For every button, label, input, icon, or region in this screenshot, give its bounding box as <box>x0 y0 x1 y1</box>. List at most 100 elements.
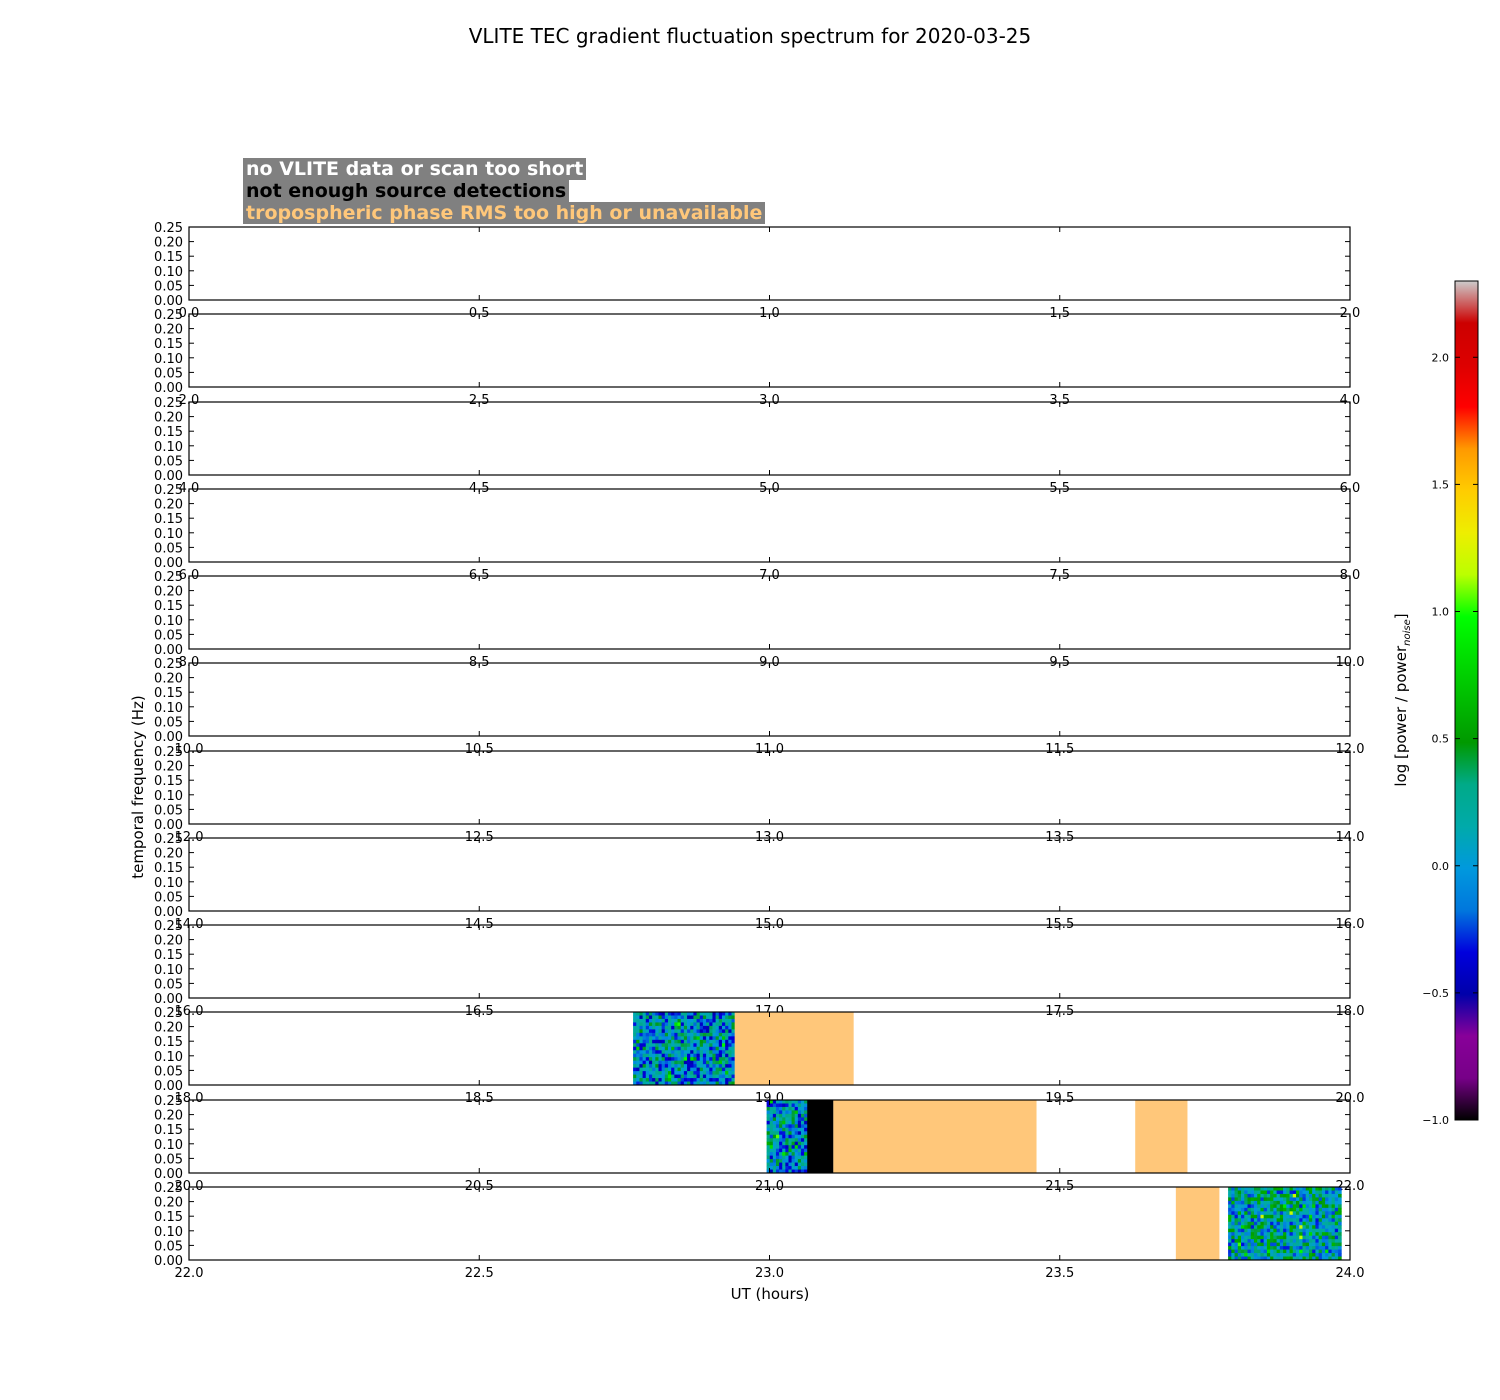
spectrum-cell <box>1289 1228 1294 1233</box>
spectrum-cell <box>1247 1246 1252 1250</box>
spectrum-cell <box>639 1050 643 1055</box>
spectrum-cell <box>658 1060 663 1065</box>
spectrum-cell <box>712 1067 717 1072</box>
spectrum-cell <box>706 1053 710 1058</box>
spectrum-cell <box>1270 1204 1274 1209</box>
spectrum-cell <box>1328 1242 1332 1247</box>
spectrum-cell <box>1338 1193 1342 1198</box>
spectrum-cell <box>1325 1256 1329 1261</box>
spectrum-cell <box>1237 1249 1242 1254</box>
tropo-rms-block <box>1175 1187 1220 1260</box>
spectrum-cell <box>779 1120 783 1125</box>
spectrum-cell <box>671 1053 675 1058</box>
spectrum-cell <box>655 1043 659 1048</box>
spectrum-cell <box>1257 1204 1261 1209</box>
y-tick-label: 0.25 <box>154 1094 183 1109</box>
spectrum-cell <box>788 1103 793 1108</box>
spectrum-cell <box>699 1025 704 1030</box>
spectrum-cell <box>680 1067 685 1072</box>
spectrum-cell <box>1241 1239 1245 1244</box>
spectrum-cell <box>658 1036 663 1041</box>
spectrum-cell <box>655 1046 659 1051</box>
spectrum-cell <box>1296 1207 1300 1212</box>
spectrum-cell <box>709 1081 713 1086</box>
spectrum-cell <box>636 1064 640 1069</box>
x-tick-label: 10.5 <box>465 742 494 757</box>
spectrum-cell <box>1283 1221 1287 1226</box>
spectrum-cell <box>1283 1253 1287 1257</box>
y-tick-label: 0.20 <box>154 411 183 426</box>
spectrum-cell <box>1250 1221 1255 1226</box>
spectrum-cell <box>721 1078 726 1082</box>
spectrum-cell <box>1241 1232 1245 1237</box>
spectrum-cell <box>664 1012 669 1016</box>
spectrum-cell <box>1308 1207 1313 1212</box>
spectrum-cell <box>709 1046 713 1051</box>
spectrum-cell <box>683 1078 688 1082</box>
spectrum-cell <box>1338 1218 1342 1223</box>
spectrum-cell <box>1247 1214 1252 1219</box>
spectrum-cell <box>633 1057 637 1062</box>
y-tick-label: 0.00 <box>154 905 183 920</box>
spectrum-cell <box>1325 1253 1329 1257</box>
spectrum-cell <box>712 1071 717 1075</box>
spectrum-cell <box>1292 1197 1297 1202</box>
spectrum-cell <box>696 1018 701 1023</box>
spectrum-cell <box>1241 1228 1245 1233</box>
spectrum-cell <box>772 1124 777 1129</box>
tropo-rms-block <box>1135 1100 1188 1173</box>
spectrum-cell <box>699 1029 704 1034</box>
y-tick-label: 0.15 <box>154 599 183 614</box>
spectrum-cell <box>709 1036 713 1041</box>
spectrum-cell <box>680 1018 685 1023</box>
spectrum-cell <box>1286 1225 1290 1230</box>
spectrum-cell <box>1270 1242 1274 1247</box>
spectrum-cell <box>709 1057 713 1062</box>
spectrum-cell <box>655 1064 659 1069</box>
spectrum-cell <box>1244 1207 1248 1212</box>
spectrum-cell <box>1231 1197 1235 1202</box>
spectrum-cell <box>1292 1249 1297 1254</box>
spectrum-cell <box>1250 1232 1255 1237</box>
spectrum-cell <box>779 1166 783 1170</box>
spectrum-cell <box>1334 1221 1339 1226</box>
spectrum-cell <box>683 1050 688 1055</box>
spectrum-cell <box>1266 1246 1271 1250</box>
spectrum-cell <box>636 1067 640 1072</box>
spectrum-cell <box>1276 1190 1281 1195</box>
spectrum-cell <box>1312 1249 1316 1254</box>
spectrum-cell <box>1270 1197 1274 1202</box>
spectrum-cell <box>658 1039 663 1044</box>
spectrum-cell <box>690 1057 694 1062</box>
spectrum-cell <box>668 1018 672 1023</box>
spectrum-cell <box>671 1081 675 1086</box>
spectrum-cell <box>1234 1197 1239 1202</box>
spectrum-cell <box>1263 1235 1268 1240</box>
y-tick-label: 0.10 <box>154 701 183 716</box>
spectrum-cell <box>1266 1197 1271 1202</box>
spectrum-cell <box>804 1110 808 1115</box>
spectrum-cell <box>779 1152 783 1157</box>
x-tick-label: 24.0 <box>1336 1266 1365 1281</box>
spectrum-cell <box>1241 1211 1245 1216</box>
spectrum-cell <box>779 1162 783 1167</box>
spectrum-cell <box>683 1081 688 1086</box>
spectrum-cell <box>1334 1253 1339 1257</box>
spectrum-cell <box>699 1064 704 1069</box>
spectrum-cell <box>1331 1218 1336 1223</box>
spectrum-cell <box>1241 1242 1245 1247</box>
spectrum-cell <box>1292 1207 1297 1212</box>
spectrum-cell <box>1334 1211 1339 1216</box>
spectrum-cell <box>1253 1232 1258 1237</box>
spectrum-cell <box>800 1152 805 1157</box>
spectrum-cell <box>788 1148 793 1153</box>
spectrum-cell <box>1257 1214 1261 1219</box>
spectrum-cell <box>642 1046 647 1051</box>
spectrum-cell <box>775 1131 780 1136</box>
spectrum-cell <box>712 1025 717 1030</box>
spectrum-cell <box>1234 1214 1239 1219</box>
spectrum-cell <box>800 1113 805 1118</box>
spectrum-cell <box>683 1029 688 1034</box>
spectrum-cell <box>725 1078 729 1082</box>
spectrum-cell <box>702 1032 707 1037</box>
